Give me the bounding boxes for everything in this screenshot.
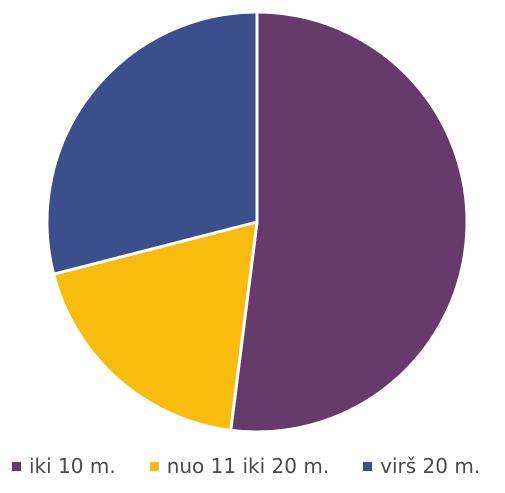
pie-slice-iki-10-m [229,10,469,434]
legend-swatch-nuo-11-iki-20 [149,461,159,471]
chart-legend: iki 10 m. nuo 11 iki 20 m. virš 20 m. [12,448,505,484]
legend-item-iki-10: iki 10 m. [12,454,116,478]
legend-swatch-iki-10 [12,461,21,471]
pie-slice-nuo-11-iki-20-m [52,220,259,432]
legend-swatch-virs-20 [363,461,373,471]
pie-slice-vir-20-m [45,10,259,276]
pie-plot-area [45,10,469,434]
legend-item-nuo-11-iki-20: nuo 11 iki 20 m. [149,454,330,478]
legend-label-virs-20: virš 20 m. [380,454,481,478]
legend-label-iki-10: iki 10 m. [29,454,116,478]
legend-item-virs-20: virš 20 m. [363,454,480,478]
legend-label-nuo-11-iki-20: nuo 11 iki 20 m. [166,454,330,478]
